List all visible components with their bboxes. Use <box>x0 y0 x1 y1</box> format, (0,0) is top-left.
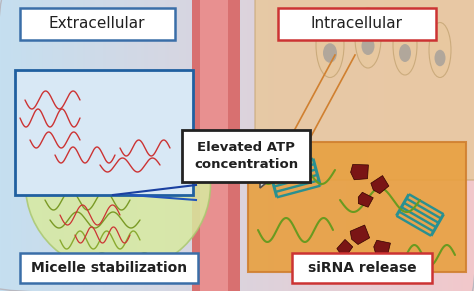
FancyBboxPatch shape <box>255 0 474 180</box>
Polygon shape <box>277 184 321 198</box>
Text: Elevated ATP
concentration: Elevated ATP concentration <box>194 141 298 171</box>
FancyBboxPatch shape <box>278 8 436 40</box>
Polygon shape <box>272 168 316 182</box>
Bar <box>123 95 137 128</box>
Bar <box>135 118 165 132</box>
Ellipse shape <box>393 15 417 75</box>
Text: Intracellular: Intracellular <box>311 17 403 31</box>
Polygon shape <box>215 142 288 188</box>
Polygon shape <box>408 193 444 215</box>
Polygon shape <box>271 163 315 177</box>
Polygon shape <box>374 240 391 255</box>
Polygon shape <box>430 213 445 237</box>
FancyBboxPatch shape <box>248 142 466 272</box>
Polygon shape <box>403 202 439 224</box>
Polygon shape <box>398 210 434 233</box>
Text: siRNA release: siRNA release <box>308 261 416 275</box>
Polygon shape <box>337 239 353 255</box>
Text: Extracellular: Extracellular <box>49 17 145 31</box>
Polygon shape <box>312 158 322 186</box>
Polygon shape <box>350 225 370 244</box>
Ellipse shape <box>316 13 344 77</box>
FancyBboxPatch shape <box>20 8 175 40</box>
Ellipse shape <box>323 43 337 63</box>
Polygon shape <box>371 175 389 194</box>
FancyBboxPatch shape <box>292 253 432 283</box>
FancyBboxPatch shape <box>15 70 193 195</box>
FancyBboxPatch shape <box>182 130 310 182</box>
Ellipse shape <box>435 50 446 66</box>
Bar <box>64 110 97 126</box>
Ellipse shape <box>355 8 381 68</box>
Ellipse shape <box>399 44 411 62</box>
Polygon shape <box>395 194 410 217</box>
Polygon shape <box>351 164 368 180</box>
Polygon shape <box>358 192 373 207</box>
Polygon shape <box>406 198 442 219</box>
FancyBboxPatch shape <box>192 0 240 291</box>
Polygon shape <box>268 170 278 198</box>
FancyBboxPatch shape <box>20 253 198 283</box>
Ellipse shape <box>429 22 451 77</box>
FancyBboxPatch shape <box>200 0 228 291</box>
Bar <box>89 128 121 148</box>
Polygon shape <box>273 174 318 188</box>
Ellipse shape <box>362 37 374 55</box>
Polygon shape <box>396 215 432 237</box>
Polygon shape <box>275 179 319 193</box>
Ellipse shape <box>26 97 210 272</box>
Bar <box>82 90 118 110</box>
Text: Micelle stabilization: Micelle stabilization <box>31 261 187 275</box>
Polygon shape <box>269 157 313 171</box>
Polygon shape <box>401 206 437 228</box>
